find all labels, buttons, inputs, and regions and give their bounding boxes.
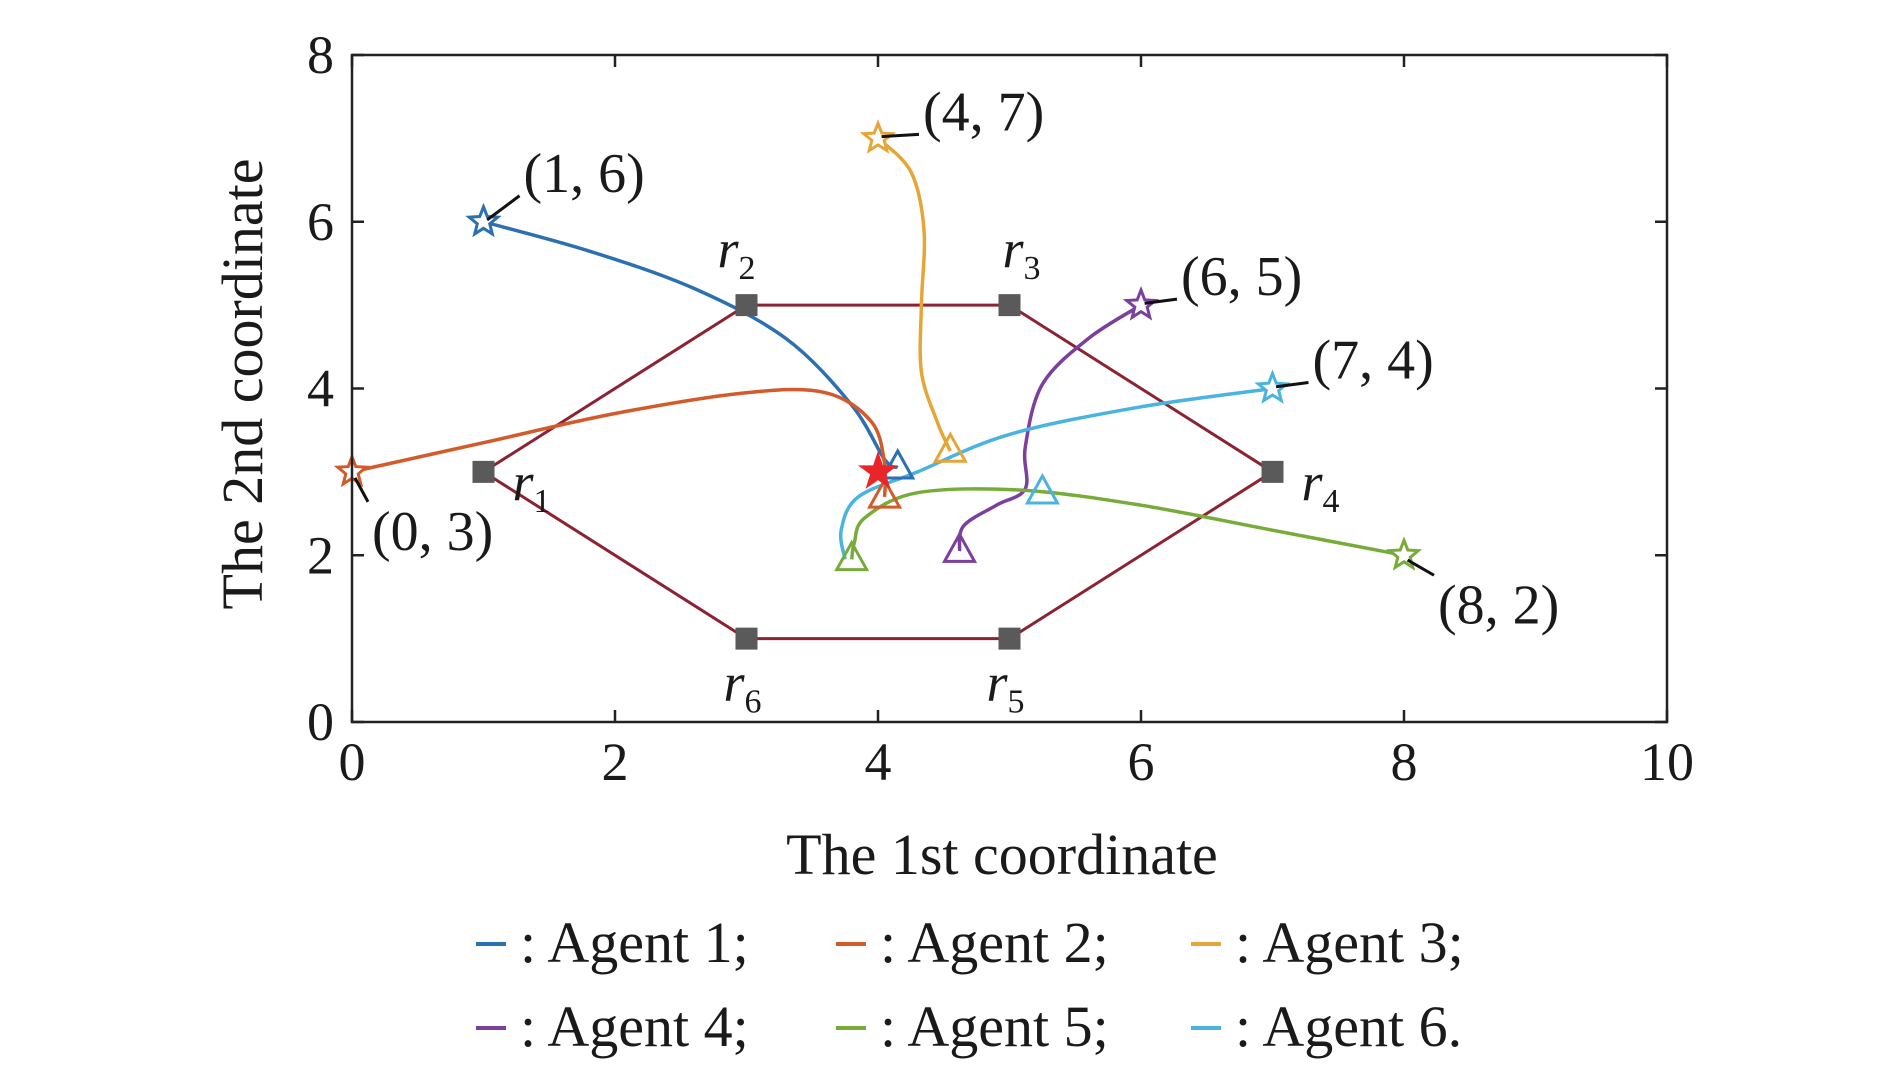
- vertex-r6-marker: [735, 627, 758, 650]
- vertex-r1-marker: [472, 460, 495, 483]
- agent-1-leader-line: [486, 194, 521, 222]
- agent-5-start-label: (8, 2): [1438, 574, 1559, 636]
- agent-6-path: [838, 386, 1273, 560]
- agent-3-path: [876, 137, 952, 452]
- legend-agent-3-label: : Agent 3;: [1235, 910, 1464, 975]
- agent-3-start-marker: [859, 119, 897, 154]
- agent-6-start-label: (7, 4): [1313, 330, 1434, 392]
- vertex-r3-marker: [998, 294, 1021, 317]
- vertex-r1-label: r1: [512, 452, 550, 520]
- legend-agent-4-label: : Agent 4;: [520, 994, 749, 1059]
- vertex-r3-label: r3: [1002, 219, 1040, 287]
- vertex-r6-label: r6: [723, 653, 761, 721]
- x-tick-label: 2: [602, 732, 629, 792]
- y-tick-label: 2: [307, 525, 334, 585]
- agent-5-leader-line: [1406, 558, 1435, 577]
- legend-agent-6-label: : Agent 6.: [1235, 994, 1462, 1059]
- x-axis-label: The 1st coordinate: [786, 822, 1218, 887]
- agent-6-end-marker: [1024, 472, 1060, 505]
- legend-agent-1-label: : Agent 1;: [520, 910, 749, 975]
- y-tick-label: 6: [307, 192, 334, 252]
- agent-3-leader-line: [881, 132, 920, 139]
- vertex-r4-label: r4: [1301, 452, 1339, 520]
- vertex-r2-label: r2: [717, 219, 755, 287]
- consensus-star: [857, 450, 899, 489]
- agent-4-start-label: (6, 5): [1181, 246, 1302, 308]
- x-tick-label: 0: [339, 732, 366, 792]
- agent-6-start-marker: [1254, 369, 1291, 404]
- agent-5-path: [849, 487, 1405, 560]
- agent-2-path: [351, 387, 888, 497]
- agent-1-start-marker: [465, 202, 502, 238]
- axes: 0 2 4 6 8 10 0 2 4 6 8: [307, 25, 1694, 792]
- agent-2-start-label: (0, 3): [372, 501, 493, 563]
- y-tick-label: 0: [307, 692, 334, 752]
- vertex-r5-label: r5: [986, 653, 1024, 721]
- agent-3-end-marker: [932, 431, 968, 463]
- legend-agent-5-label: : Agent 5;: [880, 994, 1109, 1059]
- x-tick-label: 8: [1391, 732, 1418, 792]
- agent-4-leader-line: [1144, 297, 1178, 305]
- y-axis-label: The 2nd coordinate: [210, 159, 275, 610]
- x-tick-label: 6: [1128, 732, 1155, 792]
- agent-5-start-marker: [1385, 536, 1423, 571]
- agent-3-start-label: (4, 7): [923, 81, 1044, 143]
- y-tick-label: 4: [307, 359, 334, 419]
- vertex-r5-marker: [998, 627, 1021, 650]
- vertex-r4-marker: [1261, 460, 1284, 483]
- agent-6-leader-line: [1275, 381, 1309, 389]
- agent-2-leader-line: [353, 477, 370, 503]
- agent-1-end-marker: [880, 447, 916, 480]
- agent-2-end-marker: [867, 477, 903, 509]
- legend-agent-2-label: : Agent 2;: [880, 910, 1109, 975]
- agent-4-path: [957, 303, 1142, 552]
- agent-4-end-marker: [941, 531, 978, 563]
- plot-area: r1 r2 r3 r4 r5 r6 (1, 6) (0, 3) (4, 7) (6, 5) (8, …: [333, 81, 1559, 721]
- vertex-r2-marker: [735, 294, 758, 317]
- x-tick-label: 10: [1640, 732, 1694, 792]
- x-tick-label: 4: [865, 732, 892, 792]
- y-tick-label: 8: [307, 25, 334, 85]
- agent-1-start-label: (1, 6): [524, 143, 645, 205]
- legend: : Agent 1; : Agent 2; : Agent 3; : Agent 4;…: [476, 910, 1464, 1059]
- agent-5-end-marker: [834, 539, 870, 572]
- agent-4-start-marker: [1122, 285, 1160, 321]
